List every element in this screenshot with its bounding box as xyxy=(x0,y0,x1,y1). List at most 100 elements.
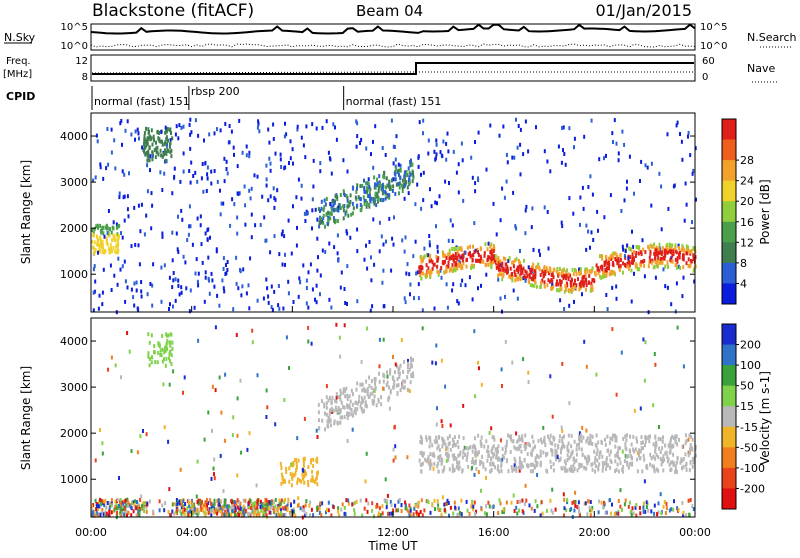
velocity-cell xyxy=(444,451,447,456)
velocity-cell xyxy=(437,506,440,511)
velocity-cell xyxy=(392,447,395,452)
velocity-cell xyxy=(494,465,497,470)
power-cell xyxy=(327,218,330,223)
power-cell xyxy=(421,308,424,313)
velocity-cell xyxy=(449,505,452,510)
velocity-cell xyxy=(589,433,592,438)
velocity-cell xyxy=(356,401,359,406)
velocity-cell xyxy=(378,506,381,511)
velocity-cell xyxy=(345,386,348,391)
power-cell xyxy=(269,250,272,255)
velocity-cell xyxy=(213,472,215,477)
velocity-cell xyxy=(373,399,376,404)
power-cell xyxy=(605,293,608,297)
power-cell xyxy=(147,137,150,142)
power-cell xyxy=(617,151,620,156)
power-cell xyxy=(337,258,340,263)
power-cell xyxy=(300,135,303,140)
velocity-cell xyxy=(220,410,223,415)
power-cell xyxy=(546,210,549,214)
power-cell xyxy=(439,268,442,273)
velocity-cell xyxy=(671,434,674,439)
power-cell xyxy=(283,166,286,171)
power-cell xyxy=(144,145,147,150)
velocity-cell xyxy=(121,500,124,505)
power-cell xyxy=(339,193,342,197)
velocity-cell xyxy=(474,451,476,456)
velocity-cell xyxy=(540,500,543,505)
power-cell xyxy=(512,288,515,293)
power-cell xyxy=(378,249,381,254)
velocity-cell xyxy=(312,478,314,483)
velocity-cell xyxy=(491,505,494,510)
power-cell xyxy=(430,269,433,274)
velocity-cell xyxy=(371,391,374,396)
power-cell xyxy=(226,171,229,176)
nave-label: Nave xyxy=(747,62,775,75)
velocity-cell xyxy=(466,454,469,459)
velocity-cell xyxy=(359,498,362,503)
power-cell xyxy=(329,157,332,162)
velocity-cell xyxy=(517,438,520,443)
velocity-cell xyxy=(327,508,330,513)
power-cell xyxy=(359,208,362,213)
velocity-cell xyxy=(388,395,391,400)
power-cell xyxy=(170,148,173,153)
velocity-cell xyxy=(578,434,581,439)
power-cell xyxy=(356,203,359,208)
velocity-cell xyxy=(126,504,129,508)
power-cell xyxy=(476,258,479,263)
power-cell xyxy=(164,125,167,130)
power-cell xyxy=(677,252,680,257)
colorbar-tick-label: -200 xyxy=(740,482,765,495)
power-cell xyxy=(501,186,504,191)
velocity-cell xyxy=(434,361,437,366)
velocity-cell xyxy=(527,380,530,385)
velocity-cell xyxy=(380,395,383,400)
velocity-cell xyxy=(165,342,168,347)
velocity-cell xyxy=(570,467,573,472)
velocity-cell xyxy=(515,431,518,436)
velocity-cell xyxy=(398,374,401,379)
velocity-cell xyxy=(288,466,291,471)
velocity-cell xyxy=(524,433,527,438)
power-cell xyxy=(93,289,96,294)
velocity-cell xyxy=(564,468,567,473)
velocity-cell xyxy=(246,447,249,452)
power-cell xyxy=(502,271,505,276)
velocity-cell xyxy=(176,501,179,506)
velocity-cell xyxy=(478,366,480,371)
velocity-cell xyxy=(498,498,501,503)
power-cell xyxy=(634,254,637,258)
velocity-cell xyxy=(125,503,128,508)
power-cell xyxy=(120,118,123,123)
power-cell xyxy=(292,300,295,304)
velocity-cell xyxy=(304,513,307,518)
velocity-cell xyxy=(351,427,354,432)
velocity-cell xyxy=(457,506,460,511)
power-cell xyxy=(100,230,103,235)
velocity-cell xyxy=(471,449,474,454)
power-cell xyxy=(522,266,525,271)
power-cell xyxy=(126,285,129,290)
velocity-cell xyxy=(285,466,288,471)
velocity-cell xyxy=(519,499,522,504)
velocity-cell xyxy=(691,504,694,509)
power-cell xyxy=(557,273,560,278)
velocity-cell xyxy=(630,462,633,467)
velocity-cell xyxy=(658,446,661,451)
velocity-cell xyxy=(255,505,258,510)
power-cell xyxy=(672,252,675,256)
velocity-cell xyxy=(578,513,581,518)
velocity-cell xyxy=(511,360,514,365)
velocity-cell xyxy=(134,504,137,509)
power-cell xyxy=(408,175,411,180)
velocity-cell xyxy=(329,408,331,413)
velocity-cell xyxy=(675,460,678,465)
velocity-cell xyxy=(578,465,581,470)
power-cell xyxy=(259,223,262,227)
power-cell xyxy=(166,127,169,131)
power-cell xyxy=(363,257,366,262)
velocity-cell xyxy=(491,435,494,440)
